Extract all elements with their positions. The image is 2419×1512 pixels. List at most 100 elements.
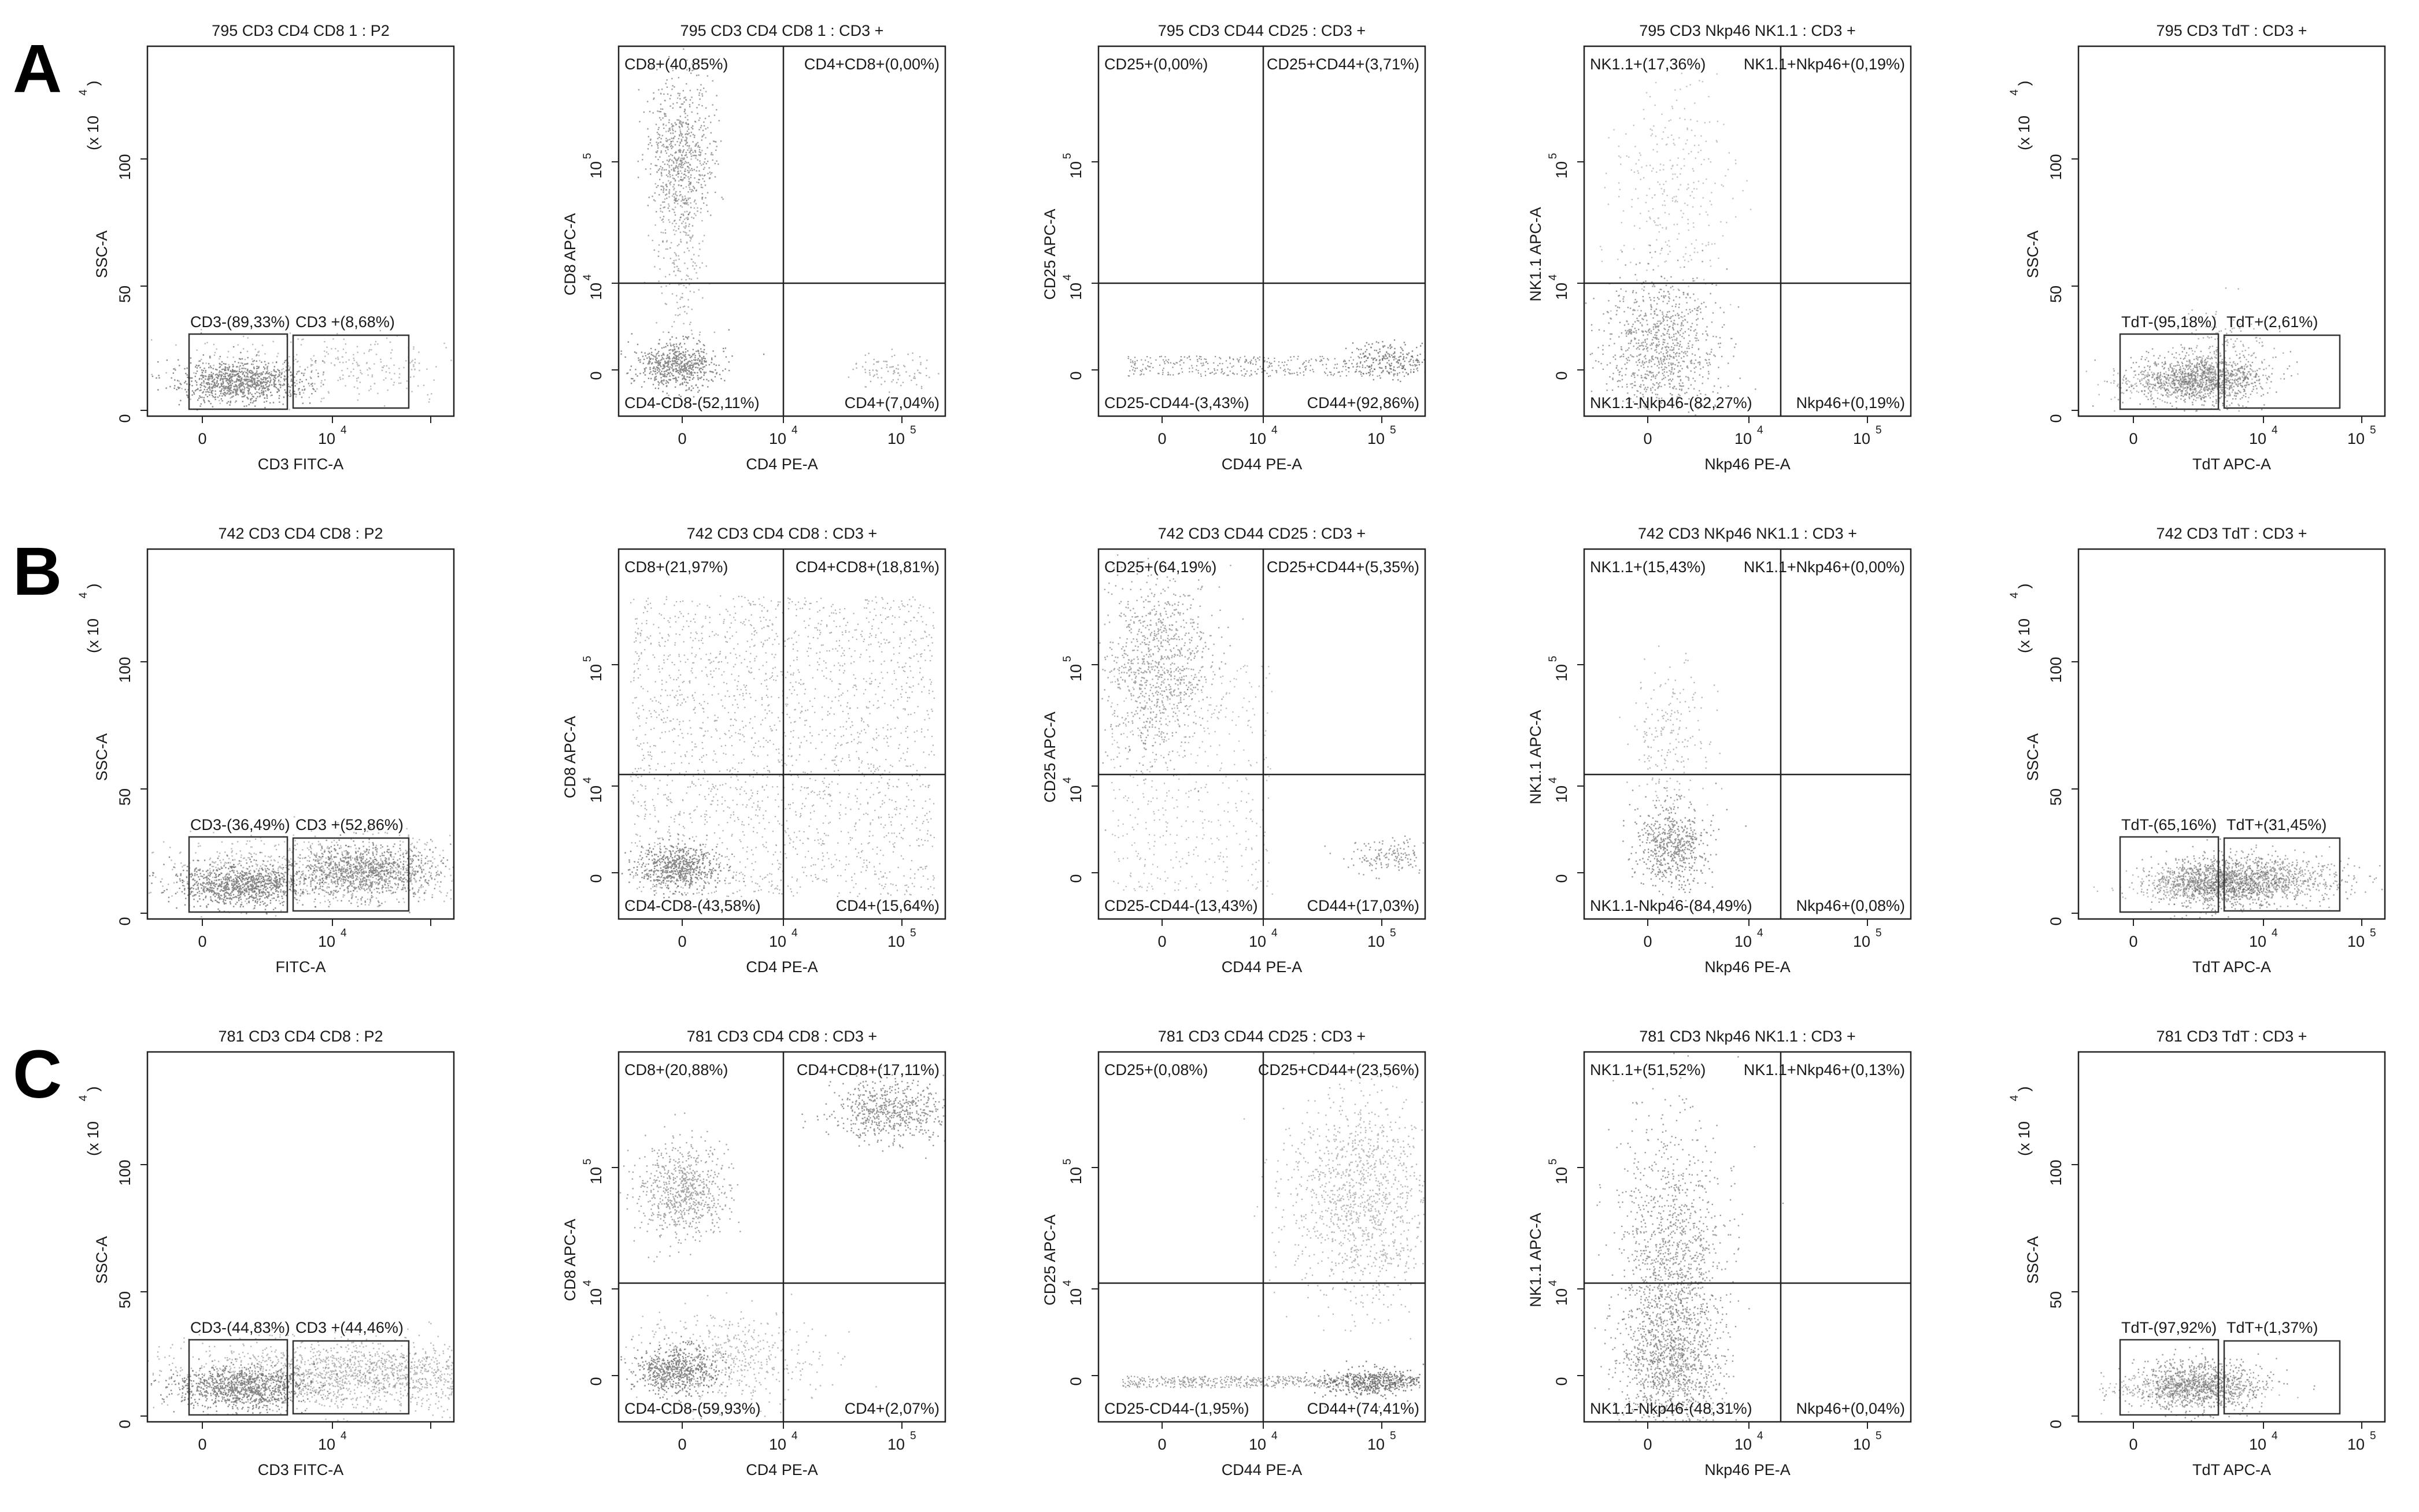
gate-negative xyxy=(2119,836,2220,913)
x-tick-exponent: 5 xyxy=(1390,927,1396,939)
event-cloud xyxy=(151,329,452,410)
event-cloud xyxy=(1622,783,1747,902)
gate-label-negative: CD3-(44,83%) xyxy=(190,1319,290,1336)
y-multiplier: (x 10 xyxy=(2015,116,2033,150)
x-tick-exponent: 5 xyxy=(2370,424,2376,436)
y-tick-label: 100 xyxy=(2047,1159,2065,1185)
plot-frame xyxy=(146,548,455,920)
x-tick-label: 10 xyxy=(2249,933,2266,950)
panel-title: 781 CD3 CD4 CD8 : CD3 + xyxy=(687,1028,877,1045)
plot-events xyxy=(619,1067,945,1420)
y-multiplier-exponent: 4 xyxy=(77,89,90,95)
y-axis-label: NK1.1 APC-A xyxy=(1527,207,1544,302)
quadrant-label-upper-left: NK1.1+(17,36%) xyxy=(1590,55,1706,73)
gate-label-negative: TdT-(97,92%) xyxy=(2121,1319,2217,1336)
gate-negative xyxy=(188,836,288,913)
gate-label-positive: CD3 +(52,86%) xyxy=(295,816,404,833)
x-tick-exponent: 4 xyxy=(341,927,347,939)
y-tick-label: 10 xyxy=(1067,1167,1085,1184)
y-axis-label: NK1.1 APC-A xyxy=(1527,710,1544,805)
y-tick-label: 50 xyxy=(2047,1291,2065,1309)
x-tick-label: 10 xyxy=(769,1436,786,1453)
y-multiplier-close: ) xyxy=(2015,584,2033,589)
quadrant-label-lower-left: NK1.1-Nkp46-(82,27%) xyxy=(1590,394,1752,412)
quadrant-label-lower-left: CD4-CD8-(59,93%) xyxy=(624,1400,761,1417)
x-tick-label: 10 xyxy=(1853,430,1870,447)
plot-events xyxy=(620,48,940,398)
x-tick-label: 10 xyxy=(1853,1436,1870,1453)
x-tick-label: 10 xyxy=(1734,430,1752,447)
plot-frame xyxy=(1097,548,1426,920)
x-tick-exponent: 5 xyxy=(1876,1430,1882,1442)
y-axis-label: SSC-A xyxy=(2024,733,2041,781)
y-tick-exponent: 5 xyxy=(582,153,594,160)
x-tick-label: 10 xyxy=(1853,933,1870,950)
y-axis-label: SSC-A xyxy=(2024,1236,2041,1284)
x-axis-label: FITC-A xyxy=(276,958,326,976)
y-multiplier-exponent: 4 xyxy=(2009,89,2021,95)
y-tick-label: 10 xyxy=(1067,283,1085,300)
row-label-c: C xyxy=(13,1036,62,1113)
y-tick-label: 50 xyxy=(116,1291,134,1309)
x-tick-exponent: 4 xyxy=(1757,927,1763,939)
plot-events xyxy=(1585,57,1756,416)
y-tick-label: 100 xyxy=(116,154,134,180)
gate-label-positive: TdT+(31,45%) xyxy=(2226,816,2326,833)
panel-title: 795 CD3 CD4 CD8 1 : CD3 + xyxy=(680,22,884,39)
quadrant-label-lower-right: Nkp46+(0,04%) xyxy=(1796,1400,1905,1417)
quadrant-label-upper-left: CD25+(0,08%) xyxy=(1104,1061,1208,1079)
x-axis-label: Nkp46 PE-A xyxy=(1704,1461,1791,1478)
quadrant-label-lower-right: CD4+(7,04%) xyxy=(845,394,940,412)
panel-b5: 742 CD3 TdT : CD3 + 0 10 4 10 5 TdT APC-A 0 50 10… xyxy=(2009,525,2386,976)
quadrant-label-upper-right: NK1.1+Nkp46+(0,00%) xyxy=(1744,558,1905,576)
x-tick-label: 10 xyxy=(2347,933,2365,950)
y-axis-label: CD8 APC-A xyxy=(561,1219,579,1302)
y-tick-label: 10 xyxy=(587,1288,605,1306)
plot-frame xyxy=(617,548,946,920)
x-tick-exponent: 4 xyxy=(341,1430,347,1442)
x-tick-exponent: 5 xyxy=(910,424,916,436)
x-tick-label: 10 xyxy=(2249,1436,2266,1453)
x-tick-exponent: 4 xyxy=(1271,1430,1278,1442)
event-scatter xyxy=(1110,665,1273,895)
panel-title: 781 CD3 Nkp46 NK1.1 : CD3 + xyxy=(1639,1028,1855,1045)
x-tick-label: 10 xyxy=(1249,1436,1266,1453)
gate-negative xyxy=(2119,333,2220,410)
gate-negative xyxy=(2119,1339,2220,1416)
x-axis-label: CD44 PE-A xyxy=(1222,1461,1303,1478)
x-tick-label: 10 xyxy=(769,933,786,950)
quadrant-label-upper-left: NK1.1+(51,52%) xyxy=(1590,1061,1706,1079)
plot-events xyxy=(147,329,452,416)
quadrant-label-upper-left: CD25+(64,19%) xyxy=(1104,558,1216,576)
quadrant-label-lower-right: CD44+(17,03%) xyxy=(1307,897,1419,914)
plot-events xyxy=(621,595,935,906)
y-tick-label: 10 xyxy=(1553,664,1570,681)
plot-frame xyxy=(2077,45,2386,417)
event-cloud xyxy=(2143,844,2383,917)
y-tick-label: 0 xyxy=(1553,1377,1570,1385)
y-tick-exponent: 5 xyxy=(1061,153,1074,160)
event-cloud xyxy=(621,833,745,906)
plot-frame xyxy=(1097,45,1426,417)
plot-frame xyxy=(2077,1051,2386,1423)
panel-title: 795 CD3 CD44 CD25 : CD3 + xyxy=(1158,22,1366,39)
x-axis-label: CD3 FITC-A xyxy=(258,455,344,473)
gate-label-negative: TdT-(65,16%) xyxy=(2121,816,2217,833)
x-tick-exponent: 5 xyxy=(1390,1430,1396,1442)
y-tick-exponent: 5 xyxy=(1547,1159,1559,1165)
y-tick-label: 10 xyxy=(587,785,605,803)
y-tick-exponent: 4 xyxy=(1061,777,1074,783)
y-tick-label: 0 xyxy=(1553,371,1570,380)
x-tick-label: 0 xyxy=(678,933,686,950)
panel-title: 742 CD3 CD44 CD25 : CD3 + xyxy=(1158,525,1366,542)
panel-a4: 795 CD3 Nkp46 NK1.1 : CD3 + NK1.1+(17,36%… xyxy=(1527,22,1912,473)
y-tick-exponent: 4 xyxy=(582,274,594,280)
event-cloud xyxy=(1600,57,1752,326)
x-axis-label: TdT APC-A xyxy=(2192,958,2271,976)
y-tick-label: 0 xyxy=(2047,1420,2065,1428)
panel-b4: 742 CD3 NKp46 NK1.1 : CD3 + NK1.1+(15,43%… xyxy=(1527,525,1912,976)
x-tick-label: 10 xyxy=(1249,430,1266,447)
x-tick-label: 0 xyxy=(1157,430,1166,447)
x-tick-exponent: 5 xyxy=(2370,927,2376,939)
